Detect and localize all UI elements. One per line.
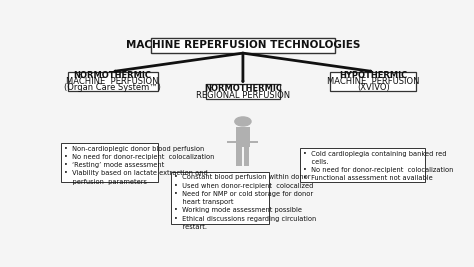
FancyBboxPatch shape: [300, 148, 425, 182]
Circle shape: [235, 117, 251, 126]
Text: •  Cold cardioplegia containing banked red
    cells.
•  No need for donor-recip: • Cold cardioplegia containing banked re…: [303, 151, 453, 181]
FancyBboxPatch shape: [151, 38, 335, 53]
Text: NORMOTHERMIC: NORMOTHERMIC: [73, 71, 152, 80]
FancyBboxPatch shape: [244, 146, 249, 166]
Text: (Organ Care System™): (Organ Care System™): [64, 83, 161, 92]
FancyBboxPatch shape: [228, 141, 237, 143]
FancyBboxPatch shape: [237, 146, 242, 166]
Text: •  Constant blood perfusion within donor
•  Used when donor-recipient  colocaliz: • Constant blood perfusion within donor …: [174, 174, 317, 230]
Text: MACHINE  PERFUSION: MACHINE PERFUSION: [327, 77, 419, 86]
FancyBboxPatch shape: [171, 172, 269, 224]
FancyBboxPatch shape: [61, 143, 158, 182]
Text: •  Non-cardioplegic donor blood perfusion
•  No need for donor-recipient  coloca: • Non-cardioplegic donor blood perfusion…: [64, 146, 214, 184]
FancyBboxPatch shape: [67, 72, 157, 91]
Text: MACHINE  PERFUSION: MACHINE PERFUSION: [66, 77, 159, 86]
FancyBboxPatch shape: [206, 84, 280, 99]
Text: (XVIVO): (XVIVO): [357, 83, 390, 92]
FancyBboxPatch shape: [330, 72, 417, 91]
Text: MACHINE REPERFUSION TECHNOLOGIES: MACHINE REPERFUSION TECHNOLOGIES: [126, 40, 360, 50]
Text: NORMOTHERMIC: NORMOTHERMIC: [204, 84, 282, 93]
Text: REGIONAL PERFUSION: REGIONAL PERFUSION: [196, 91, 290, 100]
Text: HYPOTHERMIC: HYPOTHERMIC: [339, 71, 408, 80]
FancyBboxPatch shape: [237, 127, 249, 147]
FancyBboxPatch shape: [249, 141, 258, 143]
